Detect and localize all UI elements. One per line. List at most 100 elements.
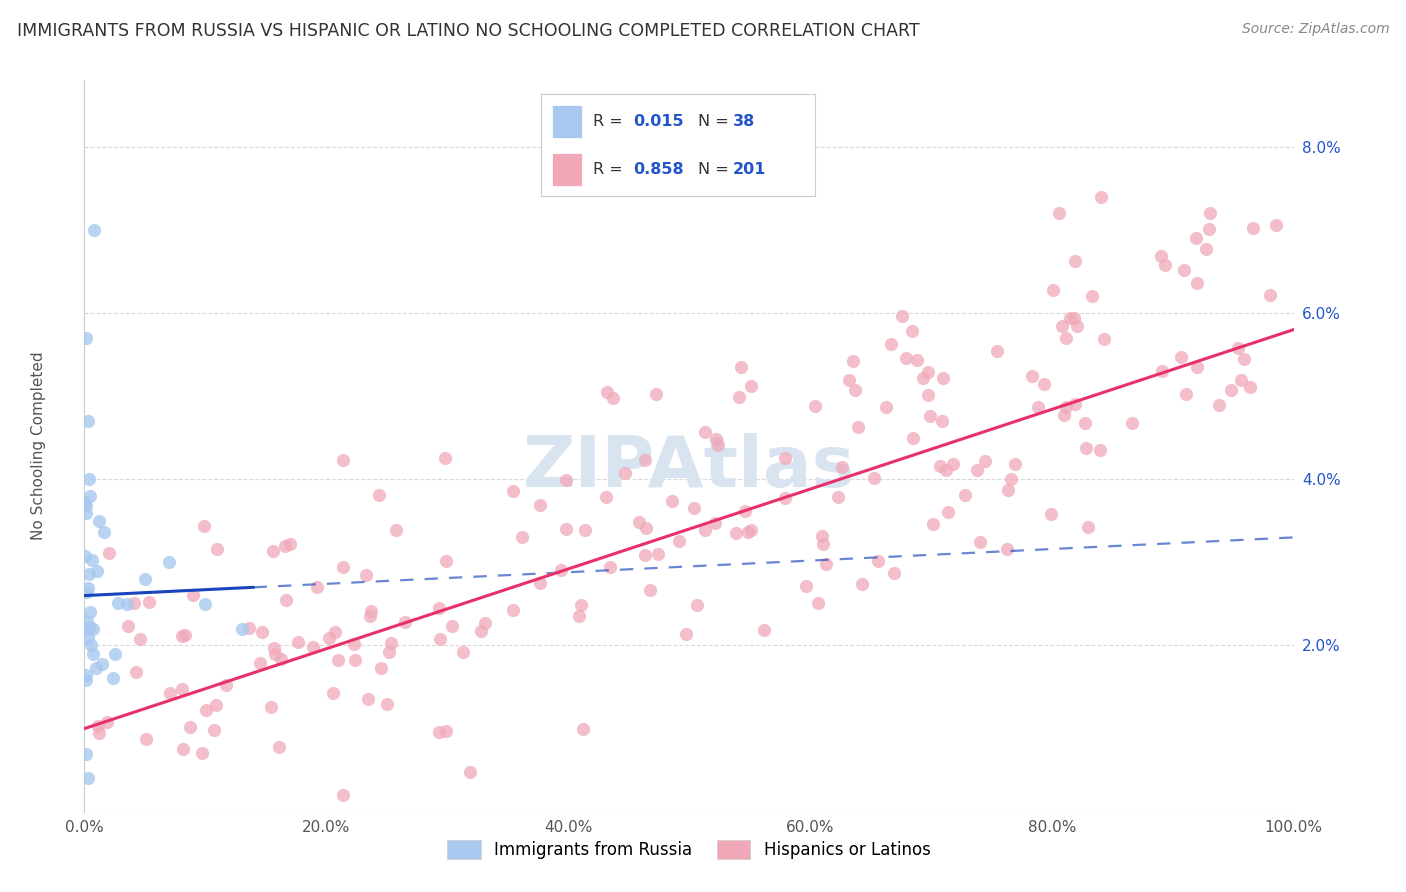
Point	[269, 739, 291, 754]
Point	[278, 537, 301, 551]
Point	[1040, 508, 1063, 522]
Point	[250, 625, 273, 640]
Point	[1226, 341, 1249, 355]
Point	[905, 353, 928, 368]
Point	[343, 653, 366, 667]
Point	[429, 632, 451, 647]
Point	[179, 720, 201, 734]
Point	[706, 437, 728, 451]
Point	[305, 580, 328, 594]
Point	[880, 337, 903, 351]
Point	[135, 731, 157, 746]
Point	[332, 788, 354, 802]
Text: 38: 38	[734, 114, 755, 128]
Point	[458, 765, 481, 780]
Point	[917, 388, 939, 402]
Point	[80, 553, 103, 567]
Point	[183, 588, 205, 602]
Point	[96, 714, 118, 729]
Point	[1047, 206, 1070, 220]
Point	[75, 331, 97, 345]
Point	[368, 488, 391, 502]
Point	[77, 772, 100, 786]
Point	[260, 700, 283, 714]
Text: 0.015: 0.015	[633, 114, 683, 128]
Point	[84, 661, 107, 675]
Point	[1233, 352, 1256, 367]
Point	[1076, 441, 1098, 455]
Point	[75, 506, 97, 520]
Point	[263, 648, 285, 662]
Point	[628, 516, 651, 530]
Point	[134, 572, 156, 586]
Point	[370, 661, 392, 675]
Point	[434, 723, 457, 738]
Point	[356, 567, 378, 582]
Point	[661, 493, 683, 508]
Point	[89, 514, 111, 528]
Point	[773, 491, 796, 506]
Point	[287, 635, 309, 649]
Point	[107, 596, 129, 610]
Point	[1042, 283, 1064, 297]
Point	[917, 365, 939, 379]
Text: 0.858: 0.858	[633, 162, 683, 178]
Point	[82, 648, 104, 662]
Point	[79, 620, 101, 634]
Point	[1004, 457, 1026, 471]
Point	[911, 370, 934, 384]
Point	[451, 645, 474, 659]
Point	[377, 645, 399, 659]
Point	[572, 722, 595, 736]
Point	[883, 566, 905, 580]
Point	[730, 360, 752, 375]
Point	[1199, 206, 1222, 220]
Point	[238, 621, 260, 635]
Point	[270, 652, 292, 666]
Point	[115, 597, 138, 611]
Point	[827, 490, 849, 504]
Point	[194, 597, 217, 611]
Point	[82, 622, 104, 636]
Point	[80, 639, 103, 653]
Point	[359, 609, 381, 624]
Point	[159, 686, 181, 700]
Point	[138, 595, 160, 609]
Point	[734, 504, 756, 518]
Point	[157, 555, 180, 569]
Point	[76, 631, 98, 645]
Text: N =: N =	[697, 114, 734, 128]
Text: R =: R =	[593, 114, 628, 128]
Point	[974, 454, 997, 468]
Point	[1185, 231, 1208, 245]
Point	[938, 505, 960, 519]
Point	[932, 371, 955, 385]
Point	[343, 636, 366, 650]
Point	[931, 414, 953, 428]
Point	[794, 579, 817, 593]
Bar	[553, 105, 582, 137]
Text: 201: 201	[734, 162, 766, 178]
Point	[866, 553, 889, 567]
Point	[810, 528, 832, 542]
Text: N =: N =	[697, 162, 734, 178]
Point	[73, 549, 96, 564]
Point	[394, 615, 416, 629]
Point	[1033, 377, 1056, 392]
Point	[170, 629, 193, 643]
Point	[752, 623, 775, 637]
Point	[318, 632, 340, 646]
Point	[997, 483, 1019, 498]
Point	[76, 614, 98, 628]
Point	[1074, 416, 1097, 430]
Point	[302, 640, 325, 655]
Point	[86, 564, 108, 578]
Legend: Immigrants from Russia, Hispanics or Latinos: Immigrants from Russia, Hispanics or Lat…	[440, 833, 938, 865]
Point	[77, 566, 100, 581]
Point	[1239, 380, 1261, 394]
Point	[740, 523, 762, 537]
Point	[122, 596, 145, 610]
Point	[170, 681, 193, 696]
Point	[596, 385, 619, 400]
Point	[727, 390, 749, 404]
